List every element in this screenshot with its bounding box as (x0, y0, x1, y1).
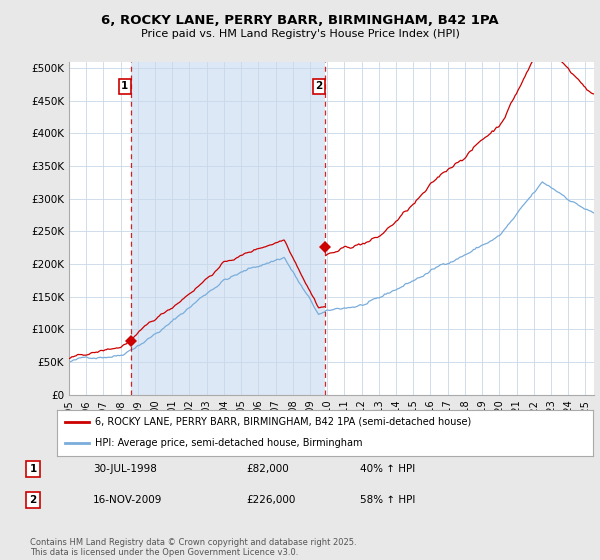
Text: 6, ROCKY LANE, PERRY BARR, BIRMINGHAM, B42 1PA: 6, ROCKY LANE, PERRY BARR, BIRMINGHAM, B… (101, 14, 499, 27)
Text: Contains HM Land Registry data © Crown copyright and database right 2025.
This d: Contains HM Land Registry data © Crown c… (30, 538, 356, 557)
Text: Price paid vs. HM Land Registry's House Price Index (HPI): Price paid vs. HM Land Registry's House … (140, 29, 460, 39)
Text: 1: 1 (121, 81, 128, 91)
Text: £226,000: £226,000 (246, 495, 295, 505)
Text: 58% ↑ HPI: 58% ↑ HPI (360, 495, 415, 505)
Text: 16-NOV-2009: 16-NOV-2009 (93, 495, 163, 505)
Text: 1: 1 (29, 464, 37, 474)
Text: 2: 2 (29, 495, 37, 505)
Text: 2: 2 (316, 81, 323, 91)
Text: £82,000: £82,000 (246, 464, 289, 474)
Text: HPI: Average price, semi-detached house, Birmingham: HPI: Average price, semi-detached house,… (95, 438, 362, 449)
Text: 40% ↑ HPI: 40% ↑ HPI (360, 464, 415, 474)
Bar (131, 62, 325, 395)
Text: 30-JUL-1998: 30-JUL-1998 (93, 464, 157, 474)
Text: 6, ROCKY LANE, PERRY BARR, BIRMINGHAM, B42 1PA (semi-detached house): 6, ROCKY LANE, PERRY BARR, BIRMINGHAM, B… (95, 417, 471, 427)
